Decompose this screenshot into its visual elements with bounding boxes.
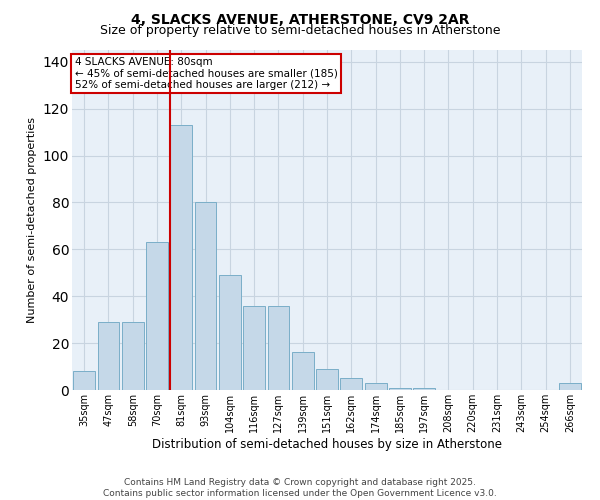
Text: Size of property relative to semi-detached houses in Atherstone: Size of property relative to semi-detach… (100, 24, 500, 37)
Text: 4 SLACKS AVENUE: 80sqm
← 45% of semi-detached houses are smaller (185)
52% of se: 4 SLACKS AVENUE: 80sqm ← 45% of semi-det… (74, 57, 337, 90)
Bar (413, 388, 435, 390)
Bar (389, 388, 411, 390)
X-axis label: Distribution of semi-detached houses by size in Atherstone: Distribution of semi-detached houses by … (152, 438, 502, 450)
Bar (243, 306, 265, 390)
Bar (194, 202, 217, 390)
Bar (122, 322, 143, 390)
Text: 4, SLACKS AVENUE, ATHERSTONE, CV9 2AR: 4, SLACKS AVENUE, ATHERSTONE, CV9 2AR (131, 12, 469, 26)
Bar (146, 242, 168, 390)
Bar (268, 306, 289, 390)
Bar (170, 125, 192, 390)
Bar (97, 322, 119, 390)
Bar (292, 352, 314, 390)
Text: Contains HM Land Registry data © Crown copyright and database right 2025.
Contai: Contains HM Land Registry data © Crown c… (103, 478, 497, 498)
Bar (219, 275, 241, 390)
Bar (559, 383, 581, 390)
Bar (316, 369, 338, 390)
Bar (340, 378, 362, 390)
Bar (73, 371, 95, 390)
Y-axis label: Number of semi-detached properties: Number of semi-detached properties (27, 117, 37, 323)
Bar (365, 383, 386, 390)
